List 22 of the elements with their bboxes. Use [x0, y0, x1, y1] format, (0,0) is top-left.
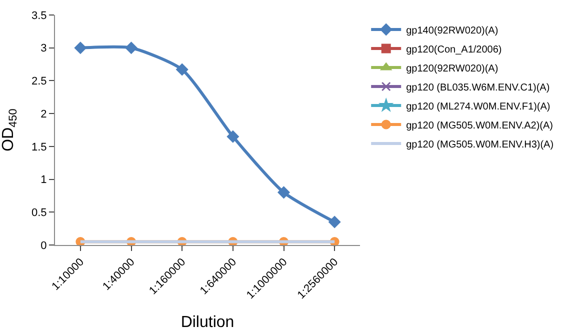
y-tick-label: 2.5	[32, 76, 47, 88]
y-tick-label: 0.5	[32, 206, 47, 219]
legend-label: gp140(92RW020)(A)	[406, 25, 498, 36]
y-tick-label: 1	[40, 174, 47, 186]
y-tick-label: 0	[40, 240, 47, 252]
legend-label: gp120 (MG505.W0M.ENV.H3)(A)	[406, 139, 554, 150]
point	[74, 42, 86, 54]
legend-label: gp120(Con_A1/2006)	[406, 44, 502, 56]
point	[226, 130, 239, 143]
legend-label: gp120(92RW020)(A)	[406, 63, 498, 74]
legend-label: gp120 (ML274.W0M.ENV.F1)(A)	[406, 101, 550, 112]
point	[176, 64, 188, 76]
y-tick-label: 3	[40, 42, 47, 55]
legend-label: gp120 (MG505.W0M.ENV.A2)(A)	[406, 120, 554, 132]
point	[328, 216, 341, 228]
point	[125, 42, 138, 54]
x-axis-title: Dilution	[180, 314, 234, 332]
y-tick-label: 2	[40, 108, 47, 120]
legend-label: gp120 (BL035.W6M.ENV.C1)(A)	[406, 82, 550, 94]
point	[278, 186, 290, 198]
y-tick-label: 1.5	[32, 141, 47, 154]
y-tick-label: 3.5	[32, 10, 47, 22]
